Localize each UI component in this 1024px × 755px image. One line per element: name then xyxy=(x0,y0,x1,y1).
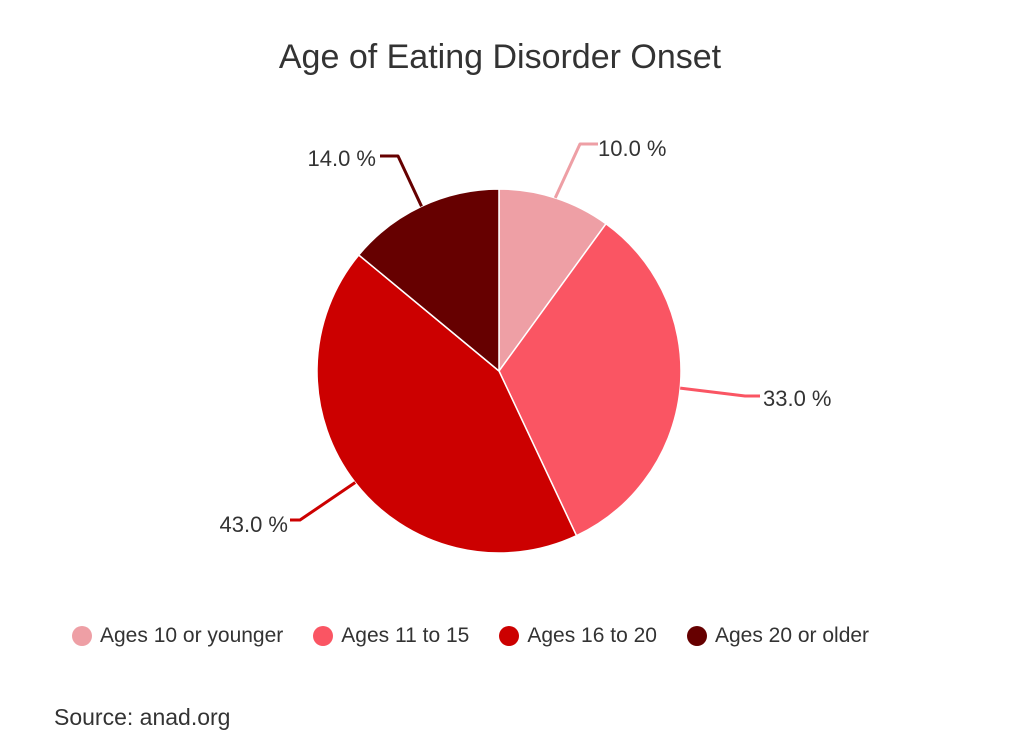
source-note: Source: anad.org xyxy=(54,704,231,730)
pie-slice xyxy=(498,188,608,374)
slice-value-label: 14.0 % xyxy=(308,146,377,171)
legend-swatch xyxy=(72,626,92,646)
legend-label: Ages 11 to 15 xyxy=(341,624,470,647)
pie-chart: 10.0 % 33.0 % 43.0 % 14.0 % xyxy=(220,136,832,554)
legend-item: Ages 10 or younger xyxy=(72,624,283,648)
legend-swatch xyxy=(313,626,334,646)
slice-value-label: 10.0 % xyxy=(598,136,667,161)
legend: Ages 10 or younger Ages 11 to 15 Ages 16… xyxy=(72,624,869,648)
legend-item: Ages 20 or older xyxy=(686,624,870,648)
legend-swatch xyxy=(686,626,707,646)
legend-label: Ages 16 to 20 xyxy=(527,624,657,647)
legend-item: Ages 11 to 15 xyxy=(313,624,469,648)
chart-title: Age of Eating Disorder Onset xyxy=(278,38,722,76)
leader-line xyxy=(290,481,357,522)
leader-line xyxy=(680,386,760,398)
leader-line xyxy=(380,154,423,207)
legend-item: Ages 16 to 20 xyxy=(499,624,657,648)
legend-label: Ages 10 or younger xyxy=(100,624,284,647)
legend-swatch xyxy=(499,626,520,646)
legend-label: Ages 20 or older xyxy=(714,624,870,647)
leader-line xyxy=(553,142,598,199)
slice-value-label: 33.0 % xyxy=(763,386,832,411)
slice-value-label: 43.0 % xyxy=(220,512,289,537)
pie-slice xyxy=(357,188,500,373)
